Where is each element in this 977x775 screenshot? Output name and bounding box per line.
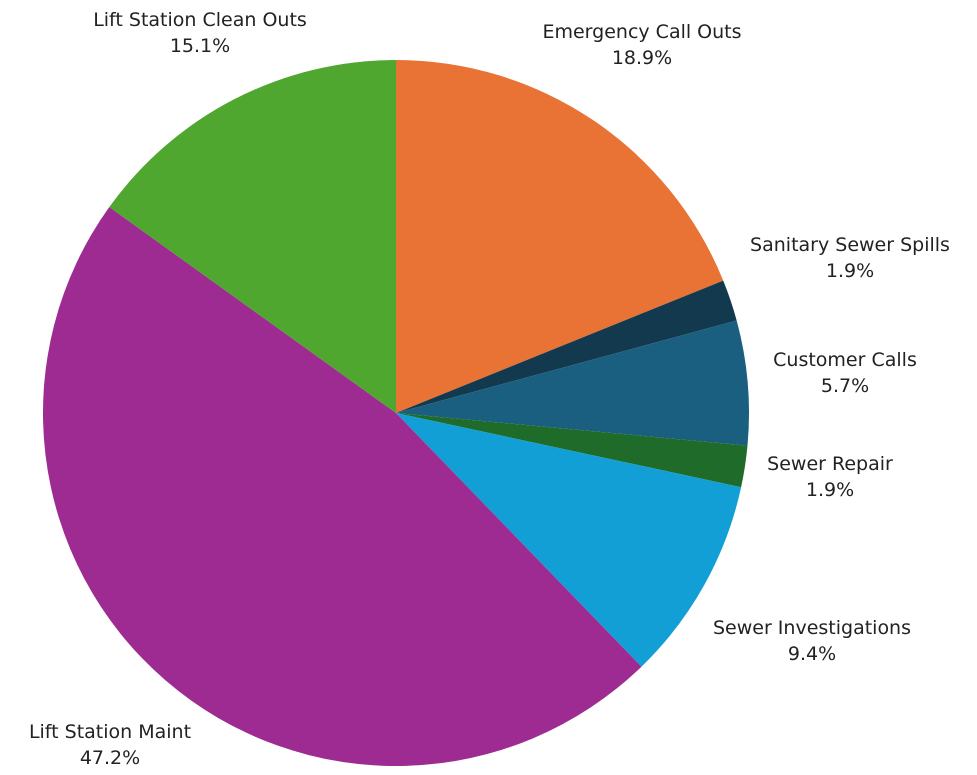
slice-labels: Emergency Call Outs 18.9% Sanitary Sewer S… bbox=[29, 9, 950, 769]
slice-label-percent: 47.2% bbox=[80, 747, 140, 769]
slice-label-percent: 18.9% bbox=[612, 47, 672, 69]
slice-label-percent: 1.9% bbox=[806, 479, 854, 501]
pie-slice-lift-station-clean-outs bbox=[109, 60, 396, 413]
slice-label-name: Lift Station Maint bbox=[29, 721, 191, 743]
slice-label-name: Customer Calls bbox=[773, 349, 917, 371]
pie-slice-lift-station-maint bbox=[42, 207, 642, 767]
slice-label-percent: 9.4% bbox=[788, 643, 836, 665]
pie-slices bbox=[42, 60, 750, 767]
slice-label-percent: 1.9% bbox=[826, 260, 874, 282]
pie-slice-customer-calls bbox=[396, 320, 750, 446]
slice-label-name: Sanitary Sewer Spills bbox=[750, 234, 950, 256]
slice-label-name: Sewer Repair bbox=[767, 453, 893, 475]
slice-label-percent: 5.7% bbox=[821, 375, 869, 397]
pie-slice-sewer-investigations bbox=[396, 413, 742, 667]
slice-label-name: Emergency Call Outs bbox=[542, 21, 741, 43]
pie-slice-sanitary-sewer-spills bbox=[396, 280, 737, 413]
slice-label-name: Lift Station Clean Outs bbox=[93, 9, 307, 31]
pie-slice-sewer-repair bbox=[396, 413, 748, 488]
slice-label-name: Sewer Investigations bbox=[713, 617, 911, 639]
pie-slice-emergency-call-outs bbox=[396, 60, 724, 413]
slice-label-percent: 15.1% bbox=[170, 35, 230, 57]
